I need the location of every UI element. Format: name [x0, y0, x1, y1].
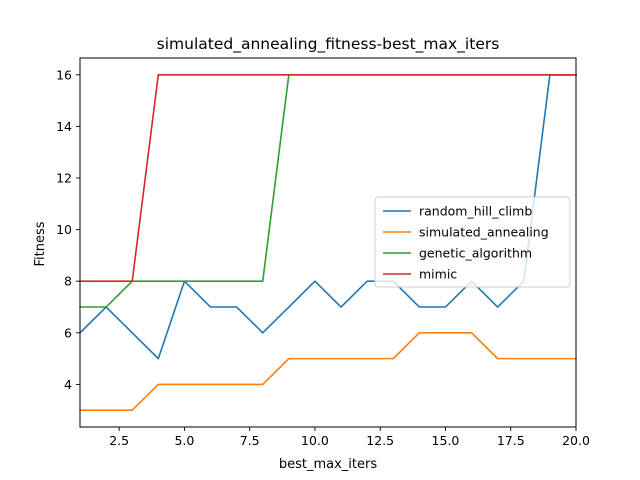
y-tick-label: 6	[64, 325, 72, 340]
x-axis-title: best_max_iters	[279, 457, 377, 472]
x-tick-label: 2.5	[109, 433, 129, 448]
series-line-simulated_annealing	[79, 332, 577, 412]
x-tick-label: 12.5	[366, 433, 394, 448]
x-tick-label: 17.5	[497, 433, 525, 448]
y-tick-label: 4	[64, 377, 72, 392]
legend-box	[374, 196, 571, 288]
legend-label-simulated_annealing: simulated_annealing	[419, 225, 549, 240]
series-line-random_hill_climb	[78, 73, 577, 360]
x-tick-label: 15.0	[432, 433, 460, 448]
x-tick-label: 5.0	[174, 433, 194, 448]
chart-title: simulated_annealing_fitness-best_max_ite…	[157, 35, 500, 54]
series-line-mimic	[79, 73, 577, 283]
x-axis: 2.5 5.0 7.5 10.0 12.5 15.0 17.5 20.0	[109, 427, 590, 448]
y-axis-title: Fitness	[33, 221, 48, 266]
x-tick-label: 20.0	[562, 433, 590, 448]
y-tick-label: 8	[64, 274, 72, 289]
y-tick-label: 14	[56, 119, 72, 134]
y-axis: 4 6 8 10 12 14 16	[56, 67, 80, 392]
x-tick-label: 10.0	[301, 433, 329, 448]
legend-label-genetic_algorithm: genetic_algorithm	[419, 246, 532, 261]
y-tick-label: 16	[56, 67, 72, 82]
legend-label-mimic: mimic	[419, 267, 457, 282]
legend-label-random_hill_climb: random_hill_climb	[419, 204, 532, 219]
series-layer	[78, 73, 577, 412]
y-tick-label: 12	[56, 170, 72, 185]
x-tick-label: 7.5	[240, 433, 260, 448]
plot-frame	[79, 57, 577, 428]
legend: random_hill_climb simulated_annealinggene…	[374, 196, 571, 288]
y-tick-label: 10	[56, 222, 72, 237]
